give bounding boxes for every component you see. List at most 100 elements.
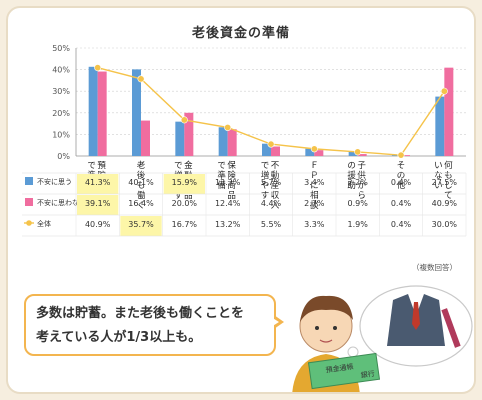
point-overall — [397, 151, 405, 159]
table-highlight — [77, 174, 119, 194]
table-cell: 16.7% — [172, 220, 198, 229]
table-cell: 27.5% — [432, 178, 458, 187]
category-label-char: 老 — [137, 160, 146, 171]
table-cell: 39.1% — [85, 199, 111, 208]
category-label-char: の — [397, 171, 406, 181]
point-overall — [224, 123, 232, 131]
category-label-char: 助 — [347, 180, 356, 191]
table-highlight — [120, 216, 162, 236]
point-overall — [354, 148, 362, 156]
category-label-char: の — [347, 161, 356, 171]
bankbook — [307, 352, 381, 390]
point-overall — [310, 145, 318, 153]
bar-worried — [262, 143, 271, 156]
category-label-char: で — [174, 161, 183, 171]
table-cell: 13.3% — [215, 178, 241, 187]
legend-swatch — [25, 198, 33, 206]
table-cell: 20.0% — [172, 199, 198, 208]
necktie — [412, 302, 420, 330]
speech-line-1: 多数は貯蓄。また老後も働くことを — [36, 306, 245, 321]
category-label-char: で — [217, 161, 226, 171]
category-label-char: 子 — [357, 161, 366, 171]
bar-not-worried — [141, 120, 150, 156]
legend-label: 不安に思う — [37, 177, 72, 186]
bar-worried — [305, 148, 315, 156]
category-label-char: 不 — [271, 161, 280, 171]
bar-not-worried — [227, 129, 237, 156]
y-tick-label: 50% — [52, 44, 70, 53]
category-label-char: で — [261, 161, 270, 171]
chart-card: 老後資金の準備 0%10%20%30%40%50%預貯金で準備老後も働く金融商品… — [6, 6, 476, 394]
person-eye — [315, 326, 319, 330]
bar-not-worried — [97, 71, 107, 156]
table-cell: 3.4% — [304, 178, 325, 187]
bar-not-worried — [401, 155, 410, 156]
category-label-char: 商 — [227, 180, 236, 191]
category-label-char: な — [434, 171, 443, 181]
category-label-char: い — [434, 161, 443, 171]
category-label-char: 後 — [137, 170, 146, 181]
table-cell: 0.4% — [391, 220, 412, 229]
bar-worried — [348, 151, 358, 156]
legend-point — [26, 220, 32, 226]
y-tick-label: 0% — [57, 152, 70, 161]
category-label-char: も — [444, 171, 453, 181]
y-tick-label: 30% — [52, 87, 70, 96]
table-cell: 0.4% — [391, 199, 412, 208]
table-cell: 2.7% — [304, 199, 325, 208]
table-highlight — [77, 195, 119, 215]
category-label-char: 供 — [357, 170, 366, 181]
table-cell: 3.3% — [304, 220, 325, 229]
category-label-char: 預 — [97, 160, 106, 171]
category-label-char: で — [87, 161, 96, 171]
bar-not-worried — [444, 67, 454, 156]
chart-title: 老後資金の準備 — [191, 26, 290, 41]
legend-label: 全体 — [37, 219, 51, 228]
table-cell: 40.9% — [85, 220, 111, 229]
point-overall — [137, 75, 145, 83]
category-label-char: す — [174, 191, 183, 201]
tie-item — [441, 308, 461, 348]
table-cell: 12.4% — [215, 199, 241, 208]
table-cell: 4.4% — [261, 199, 282, 208]
category-label-char: 談 — [310, 200, 319, 211]
table-cell: 0.4% — [391, 178, 412, 187]
category-label-char: く — [137, 201, 146, 211]
person-eye — [333, 326, 337, 330]
point-overall — [267, 140, 275, 148]
table-cell: 40.9% — [432, 199, 458, 208]
point-overall — [180, 116, 188, 124]
table-cell: 30.0% — [432, 220, 458, 229]
table-cell: 41.3% — [85, 178, 111, 187]
y-tick-label: 40% — [52, 66, 70, 75]
category-label-char: 品 — [184, 191, 193, 201]
category-label-char: し — [444, 181, 453, 191]
category-label-char: 準 — [217, 170, 226, 181]
speech-bubble: 多数は貯蓄。また老後も働くことを 考えている人が1/3以上も。 — [24, 294, 276, 356]
bar-not-worried — [314, 150, 324, 156]
category-label-char: 増 — [261, 170, 270, 181]
category-label-char: 保 — [227, 160, 236, 171]
category-label-char: や — [261, 181, 270, 191]
thought-dot — [347, 346, 359, 358]
speech-tail-inner — [271, 317, 279, 327]
category-label-char: 金 — [184, 160, 193, 171]
legend-swatch — [25, 177, 33, 185]
bar-worried — [218, 127, 228, 156]
bar-worried — [88, 66, 98, 156]
category-label-char: 品 — [227, 191, 236, 201]
category-label-char: 収 — [271, 190, 280, 201]
point-overall — [440, 87, 448, 95]
category-label-char: て — [444, 191, 453, 201]
category-label-char: も — [137, 181, 146, 191]
y-tick-label: 20% — [52, 109, 70, 118]
table-cell: 2.2% — [348, 178, 369, 187]
table-cell: 16.4% — [128, 199, 154, 208]
table-highlight — [163, 174, 205, 194]
category-label-char: そ — [397, 161, 406, 171]
bar-worried — [132, 69, 141, 156]
table-cell: 5.5% — [261, 220, 282, 229]
category-label-char: 援 — [347, 170, 356, 181]
y-tick-label: 10% — [52, 130, 70, 139]
